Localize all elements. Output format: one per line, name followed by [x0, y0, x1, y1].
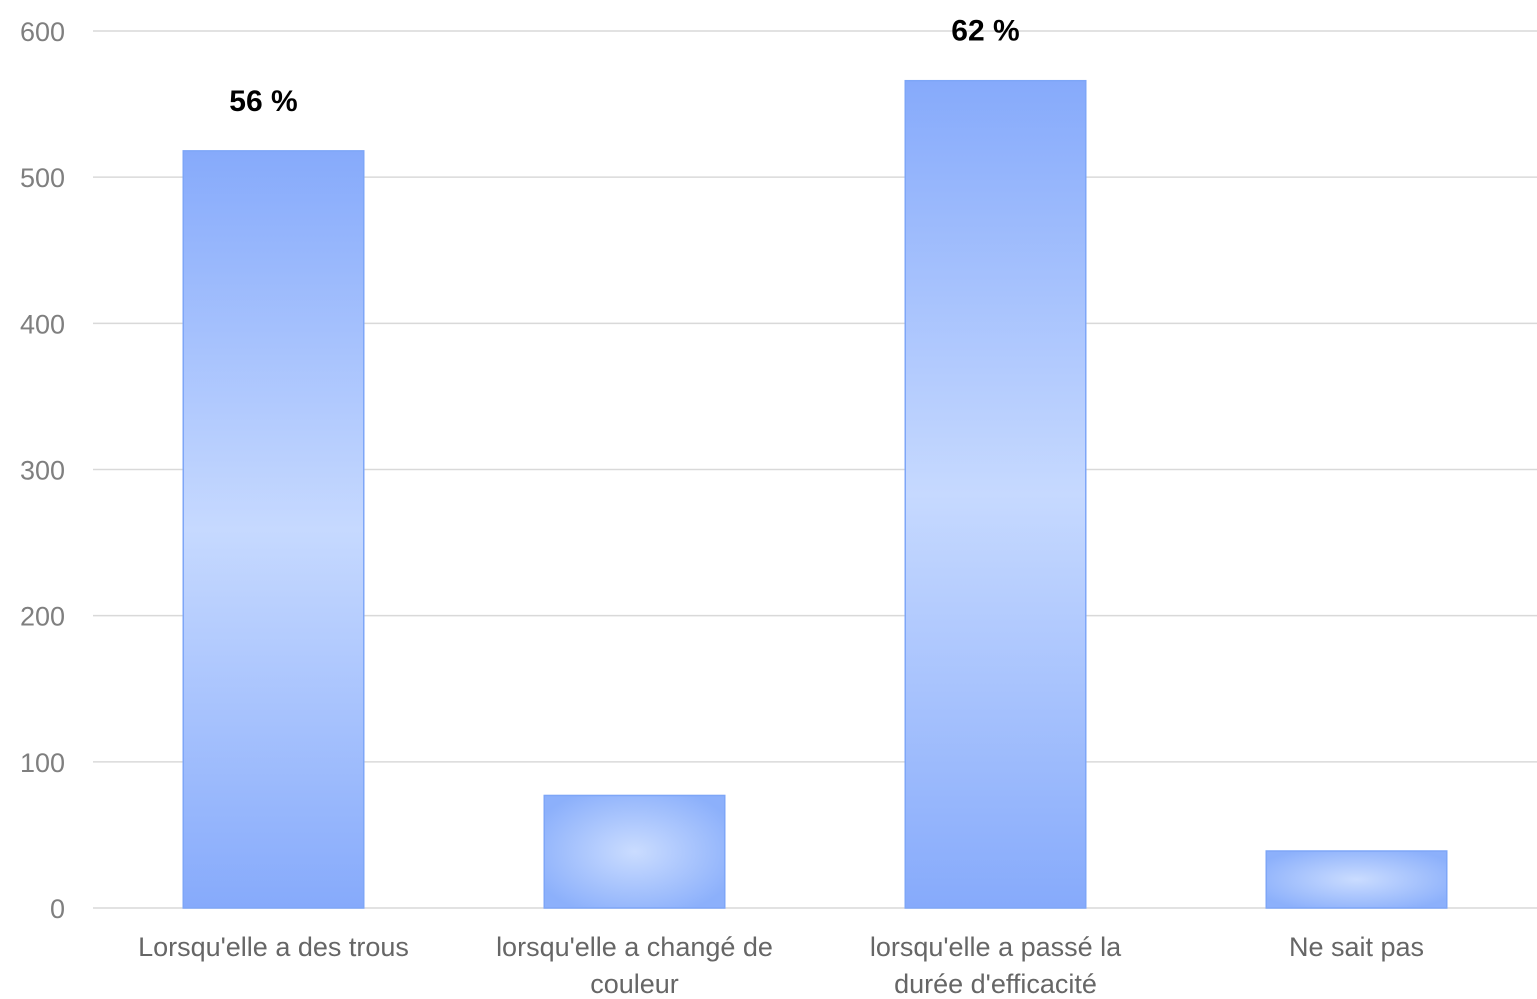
x-category-label: couleur	[590, 969, 679, 999]
y-tick-label: 400	[20, 309, 65, 339]
x-category-label: Ne sait pas	[1289, 932, 1424, 962]
x-category-label: lorsqu'elle a passé la	[870, 932, 1122, 962]
data-label: 56 %	[229, 85, 297, 118]
x-axis-categories: Lorsqu'elle a des trous lorsqu'elle a cha…	[138, 932, 1424, 999]
x-category-label: Lorsqu'elle a des trous	[138, 932, 409, 962]
y-tick-label: 200	[20, 602, 65, 632]
bar	[543, 794, 726, 909]
x-category-label: durée d'efficacité	[894, 969, 1097, 999]
y-tick-label: 100	[20, 748, 65, 778]
bars	[182, 79, 1448, 909]
bar	[904, 79, 1087, 909]
y-axis-ticks: 0 100 200 300 400 500 600	[20, 17, 65, 924]
x-category-label: lorsqu'elle a changé de	[496, 932, 773, 962]
y-tick-label: 300	[20, 456, 65, 486]
y-tick-label: 600	[20, 17, 65, 47]
bar	[1265, 850, 1448, 909]
data-label: 62 %	[951, 15, 1019, 48]
data-labels: 56 % 62 %	[229, 15, 1019, 118]
y-tick-label: 500	[20, 163, 65, 193]
y-tick-label: 0	[50, 894, 65, 924]
bar	[182, 150, 365, 909]
